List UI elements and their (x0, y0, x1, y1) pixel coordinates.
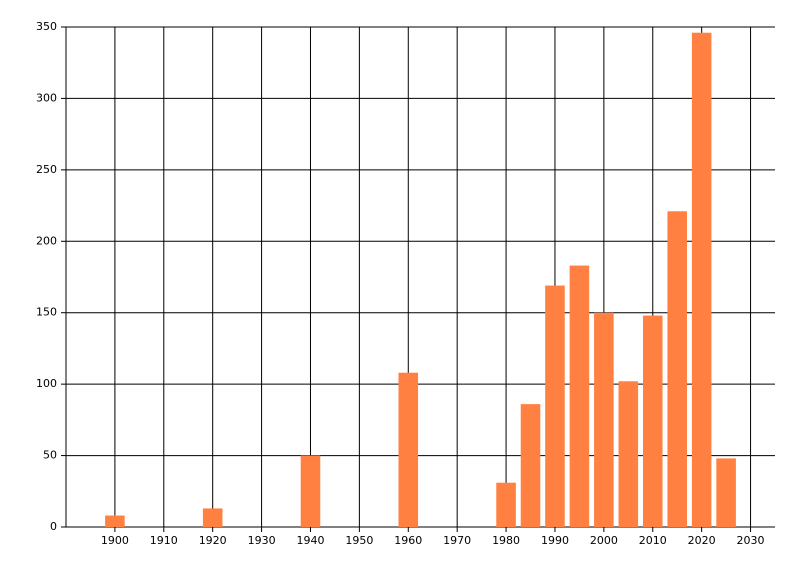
x-tick-label: 2020 (688, 534, 716, 547)
bar (300, 455, 321, 527)
x-tick-label: 1990 (541, 534, 569, 547)
bar (618, 381, 639, 527)
y-tick-label: 350 (36, 20, 57, 33)
x-tick-label: 1900 (101, 534, 129, 547)
y-tick-label: 200 (36, 234, 57, 247)
x-tick-label: 2010 (639, 534, 667, 547)
bar (520, 404, 541, 527)
x-tick-label: 2030 (737, 534, 765, 547)
bar (569, 265, 590, 527)
x-tick-label: 1950 (345, 534, 373, 547)
y-tick-label: 0 (50, 520, 57, 533)
y-tick-label: 50 (43, 449, 57, 462)
y-tick-label: 250 (36, 163, 57, 176)
x-tick-label: 2000 (590, 534, 618, 547)
bar (691, 32, 712, 527)
x-tick-label: 1920 (199, 534, 227, 547)
x-tick-label: 1940 (296, 534, 324, 547)
bar (545, 285, 565, 527)
bar (202, 508, 223, 527)
bar (667, 211, 687, 528)
bar (716, 458, 736, 527)
x-tick-label: 1960 (394, 534, 422, 547)
x-tick-label: 1970 (443, 534, 471, 547)
x-tick-label: 1910 (150, 534, 178, 547)
bar (398, 372, 419, 527)
bar (105, 515, 125, 527)
y-tick-label: 300 (36, 91, 57, 104)
bar (496, 482, 516, 527)
bar (594, 312, 614, 527)
y-tick-label: 150 (36, 306, 57, 319)
bar (642, 315, 663, 527)
y-tick-label: 100 (36, 377, 57, 390)
x-tick-label: 1980 (492, 534, 520, 547)
x-tick-label: 1930 (248, 534, 276, 547)
